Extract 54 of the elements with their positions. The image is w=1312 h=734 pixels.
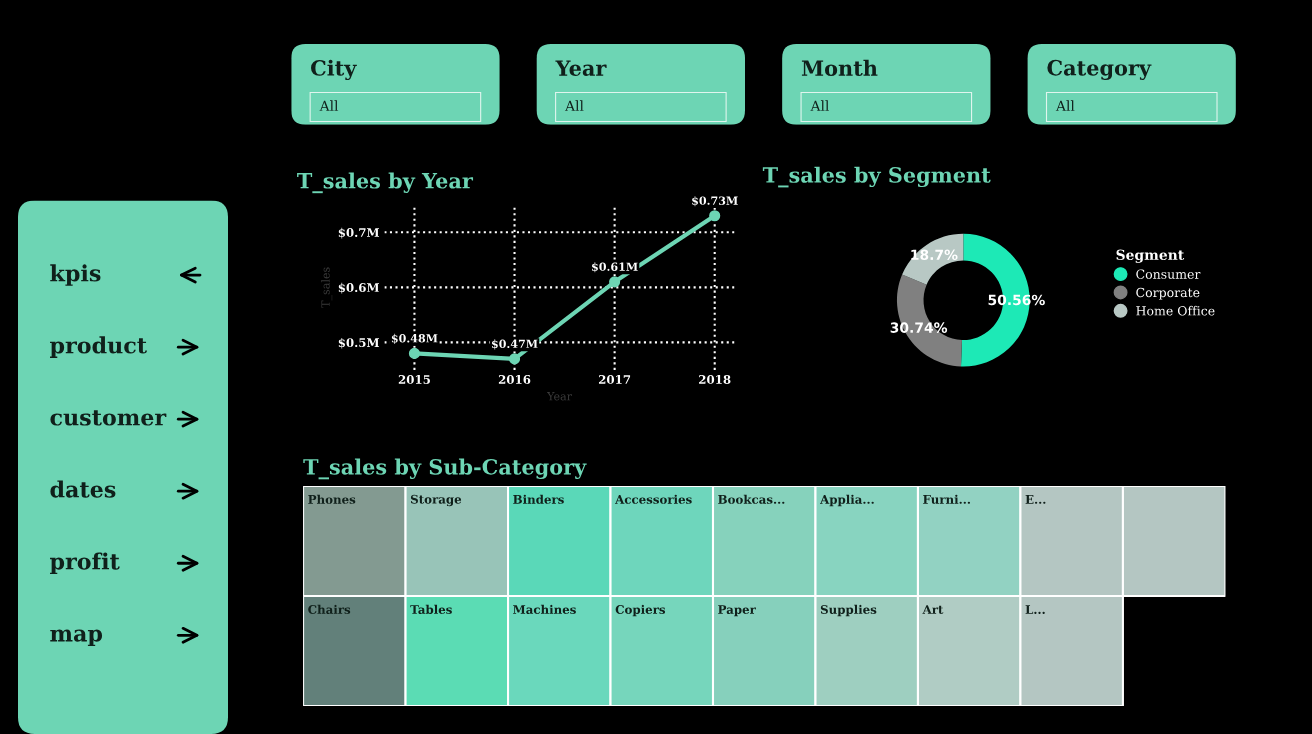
text: dates [50,480,116,498]
category-label: L... [1025,605,1045,614]
text: map [50,629,103,647]
category-label: Supplies [820,604,877,617]
data-label: $0.47M [491,339,538,350]
category-label: Phones [308,494,356,504]
x-tick-label: 2015 [398,375,430,384]
text: All [319,100,339,111]
data-label: $0.73M [692,196,738,207]
category-label: Storage [410,494,462,507]
text: Year [555,60,607,76]
text: All [1055,100,1075,111]
legend-title: Segment [1116,249,1185,263]
y-tick-label: $0.7M [338,227,379,239]
category-label: Furni... [923,494,970,504]
category-label: Art [922,605,944,614]
legend-label: Home Office [1136,305,1215,316]
text: customer [50,410,167,426]
text: profit [50,552,120,574]
data-label: $0.61M [592,262,638,273]
category-label: E... [1025,495,1046,504]
chart-title: T_sales by Segment [762,166,991,188]
text: kpis [50,264,101,286]
text: product [50,336,147,358]
point [508,353,521,365]
category-label: Tables [410,604,452,614]
text: All [810,100,829,111]
category-label: Machines [513,604,576,614]
category-label: Applia... [820,494,874,507]
category-label: Accessories [615,494,692,504]
category-label: Paper [718,605,756,617]
y-axis-title: T_sales [321,267,333,308]
chart-title: T_sales by Year [297,172,474,194]
legend-label: Corporate [1136,287,1200,300]
point [709,210,721,222]
text: T_sales by Sub-Category [303,458,587,480]
text: All [564,100,584,111]
x-tick-label: 2018 [699,375,731,384]
category-label: Chairs [308,604,351,614]
x-tick-label: 2016 [498,375,531,384]
legend-label: Consumer [1136,269,1201,279]
y-tick-label: $0.6M [338,282,379,294]
category-label: Binders [513,494,564,504]
text: City [311,59,357,81]
x-axis-title: Year [547,392,572,401]
point [408,347,420,359]
point [609,276,621,288]
y-tick-label: $0.5M [338,337,379,349]
data-label: $0.48M [391,333,438,344]
category-label: Copiers [615,604,666,617]
text: Category [1047,59,1152,80]
category-label: Bookcas... [718,494,785,504]
text: Month [801,59,878,76]
x-tick-label: 2017 [598,375,631,384]
